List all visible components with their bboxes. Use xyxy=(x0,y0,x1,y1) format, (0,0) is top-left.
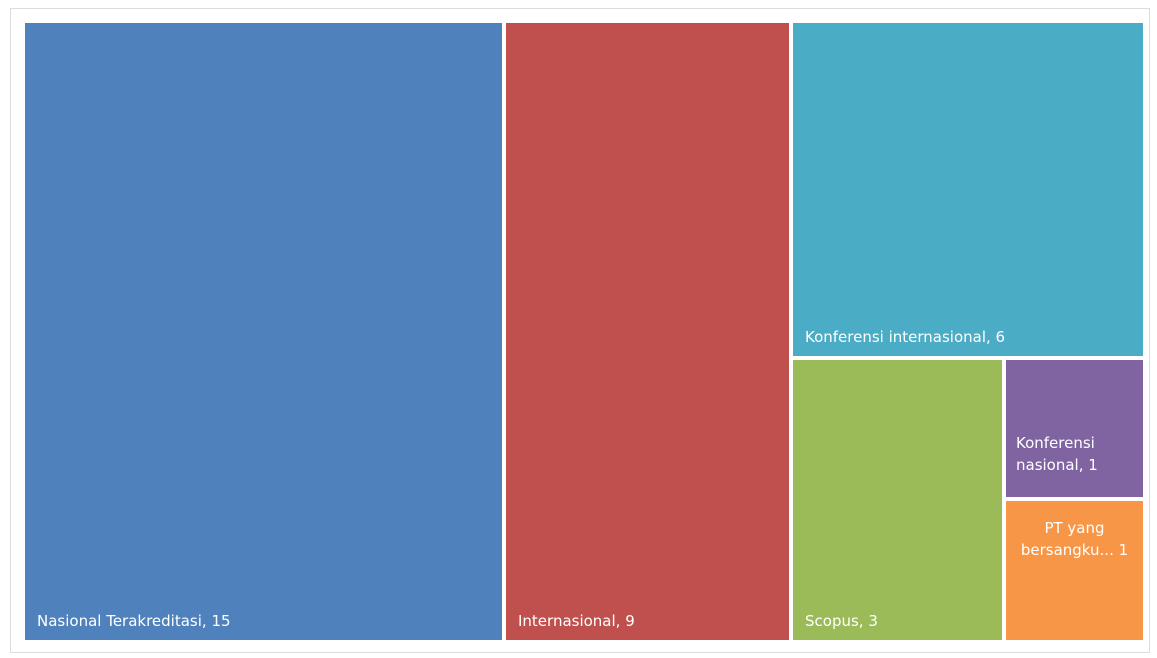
tile-label-scopus: Scopus, 3 xyxy=(805,612,878,630)
tile-label-internasional: Internasional, 9 xyxy=(518,612,635,630)
tile-label-konferensi-nasional: Konferensi nasional, 1 xyxy=(1016,434,1098,474)
tile-konferensi-nasional: Konferensi nasional, 1 xyxy=(1006,360,1143,497)
tile-pt-yang-bersangku: PT yang bersangku... 1 xyxy=(1006,501,1143,640)
tile-konferensi-internasional: Konferensi internasional, 6 xyxy=(793,23,1143,356)
tile-nasional-terakreditasi: Nasional Terakreditasi, 15 xyxy=(25,23,502,640)
tile-internasional: Internasional, 9 xyxy=(506,23,789,640)
treemap-chart: Nasional Terakreditasi, 15 Internasional… xyxy=(10,8,1150,653)
tile-scopus: Scopus, 3 xyxy=(793,360,1002,640)
tile-label-pt-yang-bersangku: PT yang bersangku... 1 xyxy=(1020,519,1129,559)
tile-label-konferensi-internasional: Konferensi internasional, 6 xyxy=(805,328,1006,346)
tile-label-nasional-terakreditasi: Nasional Terakreditasi, 15 xyxy=(37,612,231,630)
